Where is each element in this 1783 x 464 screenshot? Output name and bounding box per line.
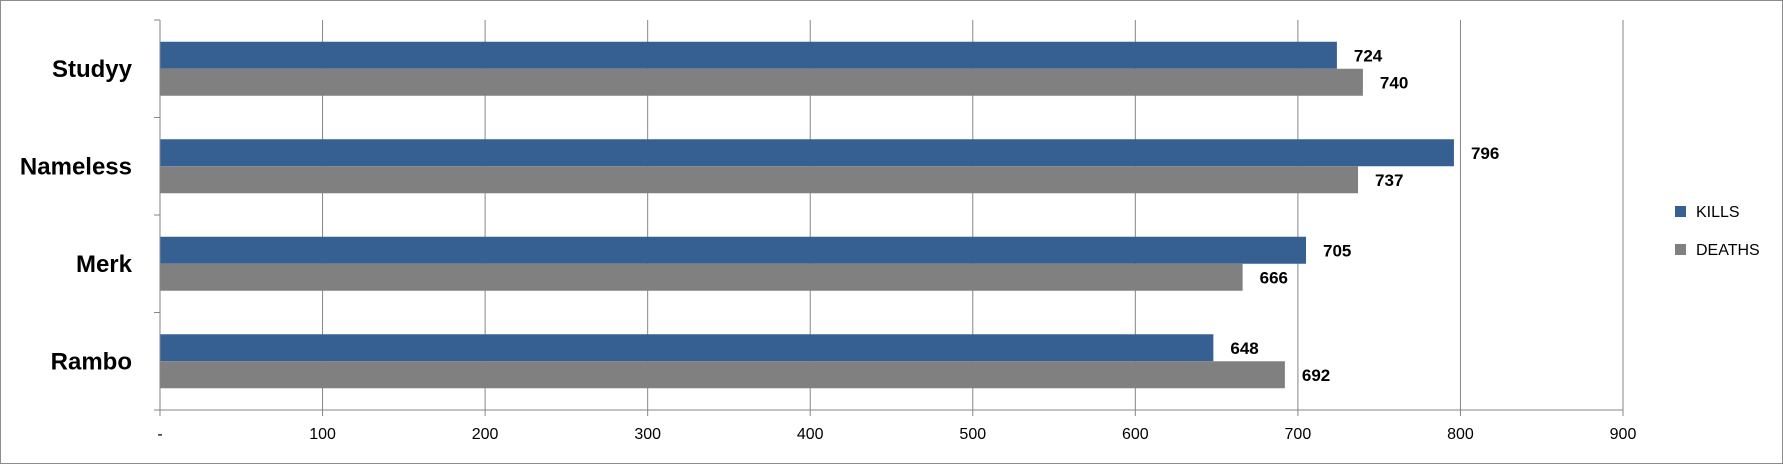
axes: - 100 200 300 400 500 600 700 800 900 Studyy Namele…: [20, 19, 1637, 443]
bar-rambo-deaths: [160, 361, 1285, 389]
data-label-nameless-deaths: 737: [1375, 171, 1403, 190]
legend-label-deaths: DEATHS: [1696, 242, 1760, 259]
legend: KILLS DEATHS: [1675, 204, 1760, 259]
legend-swatch-deaths: [1675, 244, 1686, 255]
bar-nameless-deaths: [160, 166, 1359, 194]
x-tick-label-700: 700: [1285, 426, 1312, 443]
bar-nameless-kills: [160, 139, 1454, 167]
category-label-studyy: Studyy: [52, 56, 133, 83]
data-label-merk-deaths: 666: [1260, 268, 1288, 287]
category-label-rambo: Rambo: [51, 348, 132, 375]
legend-label-kills: KILLS: [1696, 204, 1740, 221]
data-label-studyy-deaths: 740: [1380, 73, 1408, 92]
x-tick-label-500: 500: [959, 426, 986, 443]
x-tick-label-400: 400: [797, 426, 824, 443]
data-label-nameless-kills: 796: [1471, 144, 1499, 163]
bars: [160, 41, 1454, 389]
bar-studyy-kills: [160, 41, 1337, 69]
data-label-merk-kills: 705: [1323, 241, 1351, 260]
bar-rambo-kills: [160, 334, 1214, 362]
x-tick-label-900: 900: [1610, 426, 1637, 443]
x-tick-label-100: 100: [309, 426, 336, 443]
category-label-nameless: Nameless: [20, 153, 132, 180]
data-label-rambo-kills: 648: [1230, 339, 1258, 358]
x-tick-label-300: 300: [634, 426, 661, 443]
data-labels: 724 740 796 737 705 666 648 692: [1230, 46, 1499, 385]
x-tick-label-200: 200: [472, 426, 499, 443]
bar-studyy-deaths: [160, 68, 1363, 96]
x-tick-label-800: 800: [1447, 426, 1474, 443]
category-label-merk: Merk: [76, 251, 133, 278]
data-label-rambo-deaths: 692: [1302, 366, 1330, 385]
bar-merk-kills: [160, 236, 1307, 264]
bar-merk-deaths: [160, 263, 1243, 291]
data-label-studyy-kills: 724: [1354, 46, 1383, 65]
legend-swatch-kills: [1675, 206, 1686, 217]
x-tick-label-600: 600: [1122, 426, 1149, 443]
x-tick-label-zero: -: [157, 426, 162, 443]
